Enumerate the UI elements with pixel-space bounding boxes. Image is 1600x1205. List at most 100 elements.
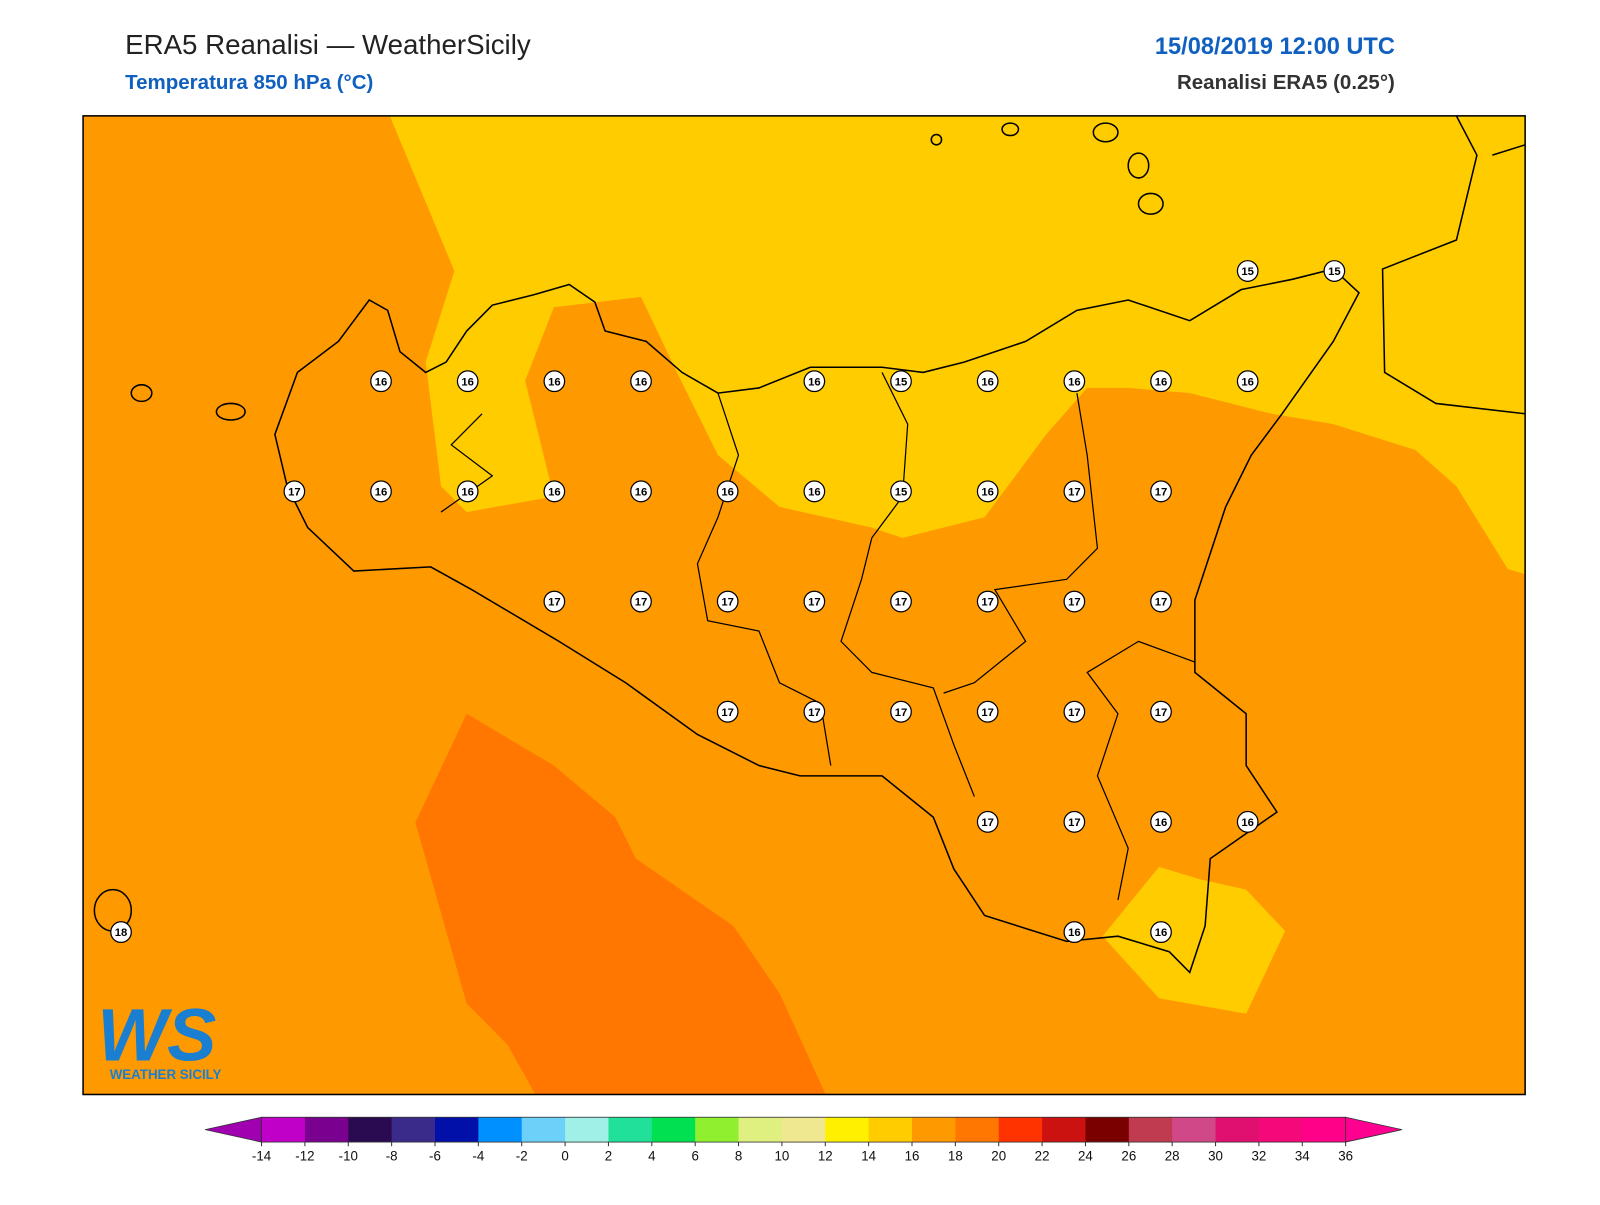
station-layer: 15 15 16 16 16 16 16 15 16 16 16 16 17 16 16 16 16 16 16 15… — [110, 260, 1346, 944]
station-value: 17 — [895, 597, 908, 609]
island — [1092, 122, 1119, 143]
station-value: 17 — [1068, 486, 1081, 498]
logo-text: WEATHER SICILY — [110, 1067, 222, 1082]
datetime: 15/08/2019 12:00 UTC — [1155, 34, 1395, 60]
station-value: 18 — [115, 927, 128, 939]
station-marker — [716, 590, 739, 613]
colorbar-bin — [348, 1117, 393, 1143]
station-marker — [803, 480, 826, 503]
station-value: 15 — [1328, 266, 1341, 278]
colorbar-tick-label: 10 — [774, 1149, 789, 1164]
station-marker — [716, 700, 739, 723]
station-marker — [283, 480, 306, 503]
station-value: 17 — [808, 597, 821, 609]
colorbar-tick-label: -4 — [472, 1149, 484, 1164]
station-value: 15 — [1241, 266, 1254, 278]
station-marker — [803, 590, 826, 613]
colorbar-tick-label: -6 — [429, 1149, 441, 1164]
station-marker — [890, 590, 912, 613]
province-border — [840, 372, 975, 797]
station-marker — [1150, 370, 1172, 393]
station-value: 16 — [981, 486, 994, 498]
colorbar-tick-label: 32 — [1251, 1149, 1266, 1164]
station-marker — [976, 370, 999, 393]
station-value: 17 — [548, 597, 561, 609]
island — [1137, 192, 1164, 215]
map: 15 15 16 16 16 16 16 15 16 16 16 16 17 16 16 16 16 16 16 15… — [83, 115, 1526, 1095]
station-value: 16 — [1241, 817, 1254, 829]
colorbar-tick-label: 18 — [948, 1149, 963, 1164]
island — [1127, 152, 1150, 179]
calabria-coast — [1492, 144, 1526, 156]
colorbar-bin — [912, 1117, 956, 1143]
station-value: 17 — [1155, 486, 1168, 498]
colorbar-tick-label: 12 — [818, 1149, 833, 1164]
station-value: 17 — [981, 597, 994, 609]
station-value: 16 — [461, 486, 474, 498]
colorbar-bin — [608, 1117, 653, 1143]
title: ERA5 Reanalisi — WeatherSicily — [125, 29, 531, 60]
colorbar-bin — [1042, 1117, 1086, 1143]
station-marker — [1063, 370, 1086, 393]
station-value: 16 — [1155, 376, 1168, 388]
station-value: 17 — [1155, 597, 1168, 609]
colorbar-tick-label: 30 — [1208, 1149, 1223, 1164]
colorbar-tick-label: 36 — [1338, 1149, 1353, 1164]
colorbar-tick-label: 24 — [1078, 1149, 1093, 1164]
station-marker — [1063, 700, 1086, 723]
province-border — [1086, 640, 1196, 901]
colorbar-tick-label: 0 — [561, 1149, 568, 1164]
colorbar-tick-label: 28 — [1165, 1149, 1180, 1164]
colorbar-bin — [651, 1117, 696, 1143]
colorbar-bin — [868, 1117, 913, 1143]
station-value: 15 — [895, 486, 908, 498]
province-border — [943, 393, 1099, 694]
station-value: 16 — [1068, 376, 1081, 388]
colorbar-bin — [521, 1117, 566, 1143]
station-marker — [890, 700, 912, 723]
station-marker — [1323, 260, 1346, 282]
colorbar-bin — [434, 1117, 479, 1143]
station-marker — [1063, 810, 1086, 833]
island — [130, 384, 153, 403]
station-marker — [1063, 480, 1086, 503]
colorbar-bin — [998, 1117, 1043, 1143]
field-18-20 — [415, 713, 826, 1095]
station-marker — [370, 480, 392, 503]
station-value: 16 — [1068, 927, 1081, 939]
station-marker — [803, 370, 826, 393]
colorbar-tick-label: 4 — [648, 1149, 656, 1164]
logo: WS WEATHER SICILY — [97, 993, 221, 1082]
station-value: 16 — [548, 486, 561, 498]
colorbar-tick-label: 14 — [861, 1149, 876, 1164]
island — [930, 133, 943, 146]
field-14-16 — [389, 115, 1526, 575]
island — [1001, 122, 1020, 137]
station-value: 16 — [461, 376, 474, 388]
station-value: 17 — [635, 597, 648, 609]
station-marker — [976, 810, 999, 833]
field-14-16 — [1102, 866, 1286, 1014]
station-marker — [1150, 921, 1172, 944]
station-marker — [630, 480, 652, 503]
station-value: 16 — [721, 486, 734, 498]
station-marker — [543, 480, 566, 503]
station-value: 16 — [635, 486, 648, 498]
colorbar-bin — [1128, 1117, 1173, 1143]
station-marker — [976, 480, 999, 503]
station-marker — [1236, 370, 1259, 393]
colorbar-bin — [1172, 1117, 1217, 1143]
colorbar-bin — [261, 1117, 306, 1143]
colorbar-bin — [1215, 1117, 1260, 1143]
colorbar-tick-label: -2 — [516, 1149, 528, 1164]
station-marker — [456, 480, 479, 503]
station-marker — [1150, 700, 1172, 723]
colorbar-bin — [565, 1117, 609, 1143]
colorbar-bin — [825, 1117, 870, 1143]
coastline — [274, 268, 1360, 974]
station-value: 16 — [1155, 927, 1168, 939]
station-marker — [976, 700, 999, 723]
station-value: 16 — [375, 486, 388, 498]
colorbar-tick-label: 20 — [991, 1149, 1006, 1164]
